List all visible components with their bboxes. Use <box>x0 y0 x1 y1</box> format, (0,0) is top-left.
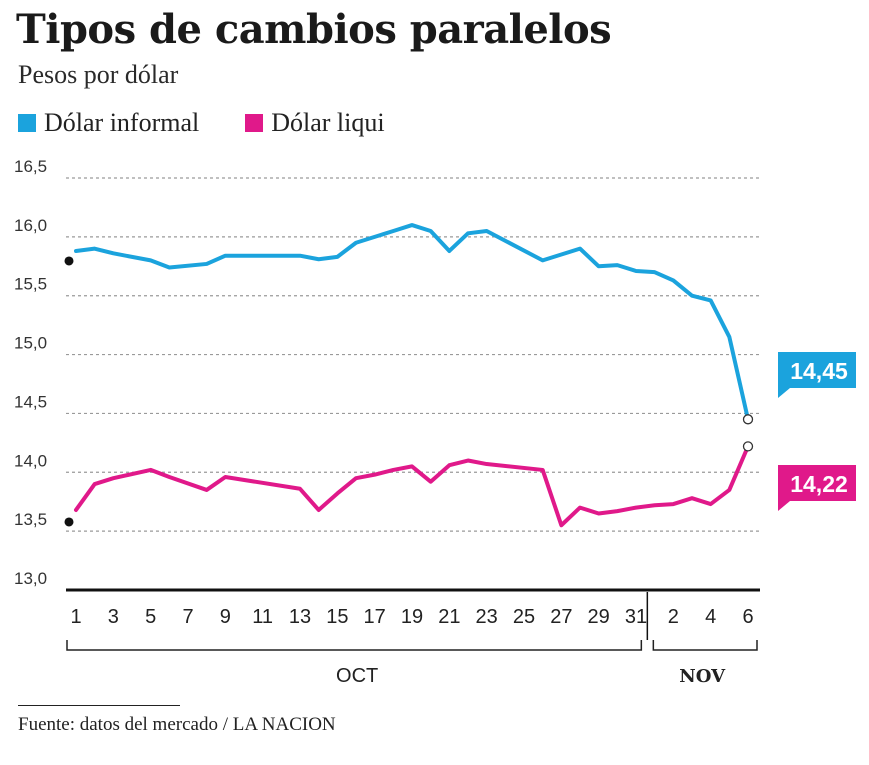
legend: Dólar informal Dólar liqui <box>18 108 431 138</box>
legend-swatch-informal <box>18 114 36 132</box>
series-start-dot-informal <box>64 256 74 266</box>
legend-item-liqui: Dólar liqui <box>245 108 385 138</box>
series-line-informal <box>74 223 750 422</box>
x-tick-label: 17 <box>364 606 386 628</box>
legend-label-informal: Dólar informal <box>44 108 200 137</box>
nov-bracket <box>652 640 758 651</box>
y-tick-label: 13,0 <box>14 569 47 588</box>
x-tick-label: 11 <box>252 606 273 628</box>
series-end-marker-informal <box>742 414 754 425</box>
chart-subtitle: Pesos por dólar <box>18 60 179 89</box>
legend-swatch-liqui <box>245 114 264 132</box>
legend-label-liqui: Dólar liqui <box>271 108 385 137</box>
y-tick-label: 16,0 <box>14 216 47 235</box>
y-tick-label: 14,0 <box>14 451 47 470</box>
x-tick-label: 31 <box>625 606 647 628</box>
series-start-dot-liqui <box>64 517 74 527</box>
y-tick-label: 14,5 <box>14 392 47 411</box>
end-label-box-liqui <box>778 465 856 511</box>
end-label-informal: 14,45 <box>790 358 848 384</box>
chart-title: Tipos de cambios paralelos <box>16 6 612 53</box>
x-tick-label: 19 <box>401 606 423 628</box>
x-tick-label: 7 <box>182 606 193 628</box>
x-tick-label: 23 <box>476 606 498 628</box>
y-tick-label: 15,5 <box>14 275 47 294</box>
month-label-oct: OCT <box>336 665 378 687</box>
x-tick-label: 25 <box>513 606 535 628</box>
x-tick-label: 9 <box>220 606 231 628</box>
series-end-marker-liqui <box>742 441 754 452</box>
x-tick-label: 2 <box>668 606 679 628</box>
y-tick-label: 15,0 <box>14 334 47 353</box>
x-tick-label: 21 <box>438 606 460 628</box>
legend-item-informal: Dólar informal <box>18 108 199 138</box>
source-note: Fuente: datos del mercado / LA NACION <box>18 714 336 735</box>
x-tick-label: 15 <box>326 606 348 628</box>
month-label-nov: NOV <box>679 666 726 687</box>
x-tick-label: 4 <box>705 606 716 628</box>
source-divider <box>18 705 180 706</box>
y-tick-label: 16,5 <box>14 157 47 176</box>
x-tick-label: 5 <box>145 606 156 628</box>
x-tick-label: 6 <box>742 606 753 628</box>
x-tick-label: 29 <box>588 606 610 628</box>
series-line-liqui <box>74 444 750 528</box>
oct-bracket <box>66 640 643 651</box>
y-tick-label: 13,5 <box>14 510 47 529</box>
x-tick-label: 27 <box>550 606 572 628</box>
x-tick-label: 13 <box>289 606 311 628</box>
end-label-liqui: 14,22 <box>790 471 848 497</box>
x-tick-label: 1 <box>70 606 81 628</box>
x-tick-label: 3 <box>108 606 119 628</box>
end-label-box-informal <box>778 352 856 398</box>
